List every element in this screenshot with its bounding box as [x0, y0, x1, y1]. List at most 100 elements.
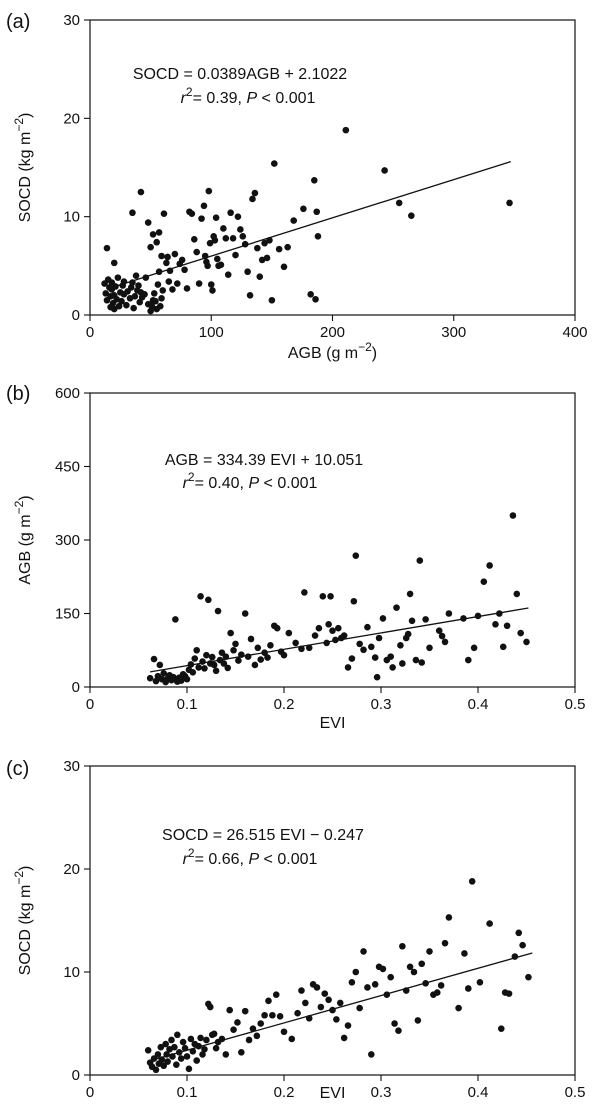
data-point — [169, 286, 176, 293]
data-point — [418, 659, 426, 666]
plot-frame — [89, 392, 576, 688]
data-point — [155, 229, 163, 236]
data-point — [399, 942, 406, 950]
data-point — [257, 1020, 265, 1027]
data-point — [506, 199, 513, 207]
data-point — [379, 615, 387, 622]
data-point — [460, 615, 467, 622]
data-point — [193, 248, 200, 256]
data-point — [515, 929, 523, 937]
data-point — [360, 948, 367, 955]
data-point — [302, 999, 309, 1007]
y-axis-label: SOCD (kg m−2) — [12, 113, 34, 223]
data-point — [249, 195, 256, 203]
data-point — [375, 634, 383, 642]
data-point — [195, 1042, 202, 1050]
data-point — [220, 225, 227, 232]
data-point — [321, 990, 329, 997]
data-point — [325, 620, 332, 628]
data-point — [267, 642, 274, 649]
data-point — [468, 878, 476, 885]
data-point — [389, 664, 396, 671]
data-point — [402, 987, 410, 994]
x-tick-label: 0.1 — [177, 696, 198, 713]
data-point — [218, 1035, 226, 1043]
data-point — [273, 624, 281, 632]
x-tick-label: 0.4 — [468, 696, 489, 713]
y-tick-label: 20 — [63, 110, 80, 127]
data-point — [129, 279, 136, 286]
data-point — [203, 651, 210, 659]
data-point — [160, 1062, 168, 1070]
data-point — [227, 629, 234, 637]
data-point — [329, 1006, 336, 1014]
x-tick-label: 200 — [320, 324, 345, 341]
x-tick-label: 400 — [562, 324, 587, 341]
data-point — [224, 271, 232, 278]
data-point — [187, 1035, 195, 1043]
data-point — [165, 278, 173, 285]
data-point — [201, 1045, 208, 1053]
data-point — [150, 290, 158, 297]
data-point — [317, 1003, 325, 1011]
data-point — [181, 1044, 189, 1052]
data-point — [393, 604, 400, 611]
data-point — [288, 1035, 296, 1043]
data-point — [168, 1036, 175, 1044]
data-point — [110, 259, 118, 267]
data-point — [251, 661, 259, 669]
y-tick-label: 0 — [72, 307, 80, 324]
data-point — [300, 205, 307, 213]
data-point — [171, 250, 179, 258]
data-point — [181, 266, 188, 274]
y-tick-label: 600 — [55, 385, 80, 402]
data-point — [408, 617, 416, 625]
data-point — [290, 217, 298, 224]
data-point — [332, 636, 339, 644]
data-point — [513, 590, 521, 598]
data-point — [222, 1051, 230, 1058]
data-point — [422, 616, 429, 623]
data-point — [368, 643, 375, 651]
data-point — [329, 627, 336, 634]
data-point — [234, 1019, 241, 1026]
data-point — [195, 664, 202, 671]
data-point — [368, 1051, 375, 1058]
data-point — [238, 651, 245, 658]
data-point — [422, 980, 429, 987]
data-point — [201, 252, 209, 260]
data-point — [336, 999, 344, 1007]
data-point — [197, 1034, 204, 1042]
data-point — [200, 202, 208, 210]
data-point — [333, 1016, 340, 1023]
y-tick-label: 150 — [55, 606, 80, 623]
data-point — [387, 653, 395, 660]
data-point — [163, 259, 170, 267]
data-point — [183, 285, 191, 292]
data-point — [157, 1043, 165, 1051]
y-tick-label: 20 — [63, 861, 80, 878]
x-tick-label: 0 — [86, 1084, 94, 1101]
data-point — [292, 639, 299, 647]
regression-stats: r2= 0.40, P < 0.001 — [183, 470, 318, 492]
data-point — [144, 219, 152, 226]
data-point — [519, 941, 526, 949]
x-axis-label: EVI — [320, 1085, 346, 1102]
data-point — [188, 210, 196, 218]
data-point — [205, 187, 213, 195]
data-point — [254, 244, 261, 252]
y-tick-label: 0 — [72, 679, 80, 696]
data-point — [410, 968, 418, 976]
y-tick-label: 10 — [63, 964, 80, 981]
data-point — [159, 287, 167, 294]
data-point — [206, 1003, 214, 1011]
x-tick-label: 0.5 — [565, 696, 586, 713]
data-point — [325, 996, 332, 1004]
y-tick-label: 30 — [63, 12, 80, 29]
data-point — [480, 578, 488, 585]
data-point — [141, 291, 148, 298]
data-point — [244, 653, 252, 660]
data-point — [189, 1048, 197, 1055]
data-point — [486, 920, 493, 927]
data-point — [210, 1030, 218, 1038]
